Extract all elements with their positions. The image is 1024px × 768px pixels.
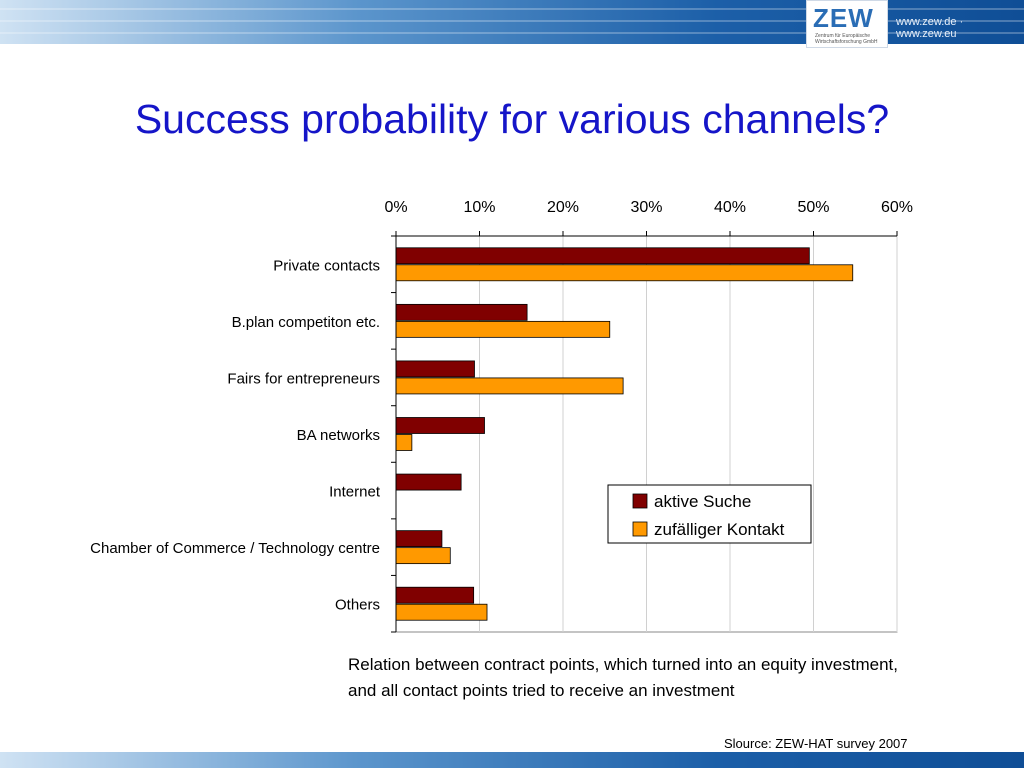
x-tick-label: 50% xyxy=(797,199,829,216)
x-tick-label: 0% xyxy=(384,199,407,216)
bar-aktive xyxy=(395,417,485,434)
legend-label: zufälliger Kontakt xyxy=(654,520,785,539)
bottom-banner xyxy=(0,752,1024,768)
bar-aktive xyxy=(395,303,528,321)
bar-aktive xyxy=(395,586,475,604)
bar-aktive xyxy=(395,473,462,491)
bar-zufaellig xyxy=(395,264,854,282)
bar-zufaellig xyxy=(395,320,611,338)
x-tick-label: 40% xyxy=(714,199,746,216)
category-label: Internet xyxy=(329,484,381,501)
category-label: Others xyxy=(335,597,380,614)
caption-line-2: and all contact points tried to receive … xyxy=(348,681,735,700)
legend-swatch xyxy=(632,493,648,509)
slide-title: Success probability for various channels… xyxy=(134,96,890,142)
logo-subtitle: Zentrum für Europäische Wirtschaftsforsc… xyxy=(815,33,878,45)
bar-zufaellig xyxy=(395,603,488,621)
x-tick-label: 10% xyxy=(463,199,495,216)
bar-aktive xyxy=(395,247,810,265)
website-text: www.zew.de · www.zew.eu xyxy=(896,16,964,40)
source-note: Slource: ZEW-HAT survey 2007 xyxy=(724,736,908,751)
legend-label: aktive Suche xyxy=(654,492,751,511)
chart-caption: Relation between contract points, which … xyxy=(348,652,988,704)
legend-swatch xyxy=(632,521,648,537)
category-label: B.plan competiton etc. xyxy=(232,314,380,331)
bar-aktive xyxy=(395,360,475,378)
category-label: BA networks xyxy=(297,427,380,444)
x-tick-label: 20% xyxy=(547,199,579,216)
zew-logo: ZEW Zentrum für Europäische Wirtschaftsf… xyxy=(806,0,888,48)
bar-zufaellig xyxy=(395,434,413,451)
bar-aktive xyxy=(395,530,443,548)
category-label: Private contacts xyxy=(273,257,380,274)
logo-text: ZEW xyxy=(813,3,874,33)
bar-zufaellig xyxy=(395,377,624,395)
caption-line-1: Relation between contract points, which … xyxy=(348,655,898,674)
category-label: Chamber of Commerce / Technology centre xyxy=(90,540,380,557)
x-tick-label: 60% xyxy=(881,199,913,216)
bar-zufaellig xyxy=(395,547,451,565)
x-tick-label: 30% xyxy=(630,199,662,216)
category-label: Fairs for entrepreneurs xyxy=(227,370,380,387)
